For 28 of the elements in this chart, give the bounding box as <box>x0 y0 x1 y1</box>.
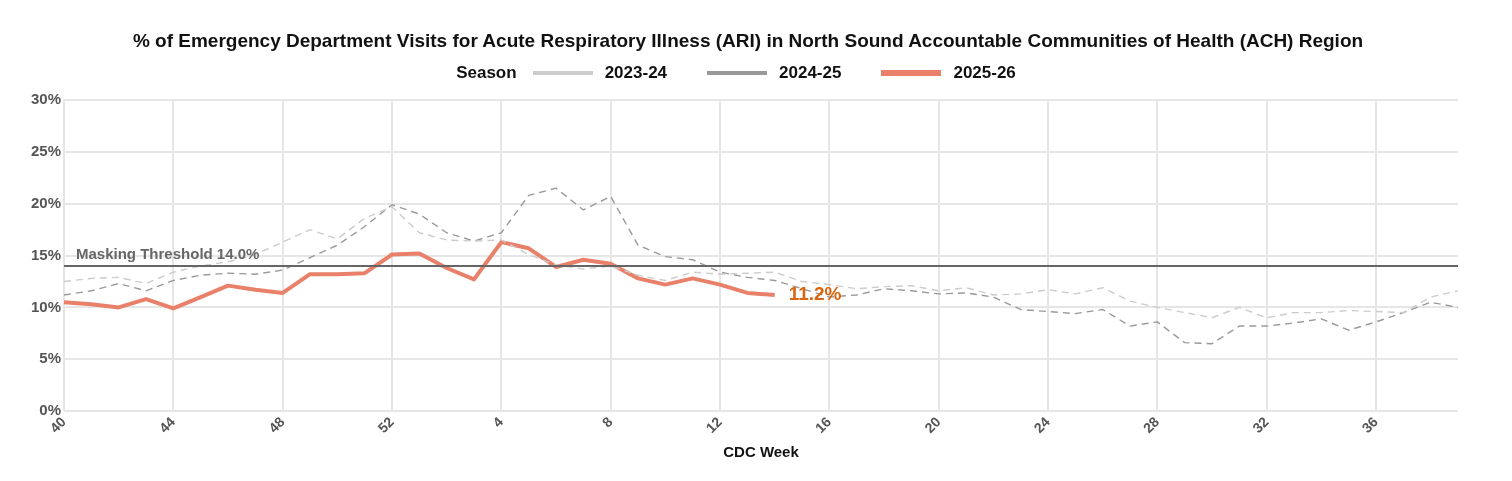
x-tick-label: 36 <box>1358 413 1381 436</box>
chart-title: % of Emergency Department Visits for Acute Respiratory Illness (ARI) in North Sound Accountable Communities of Health (ACH) Region <box>131 29 1365 53</box>
legend-label: 2024-25 <box>779 63 842 83</box>
x-tick-label: 44 <box>155 413 179 436</box>
legend-label: 2023-24 <box>604 63 668 83</box>
x-tick-label: 4 <box>489 413 507 431</box>
legend-title: Season <box>456 63 517 83</box>
x-tick-label: 16 <box>811 413 835 436</box>
x-tick-label: 52 <box>374 413 398 436</box>
y-tick-label: 15% <box>30 245 62 263</box>
line-series <box>63 206 1459 319</box>
y-tick-label: 25% <box>30 141 62 159</box>
x-tick-label: 28 <box>1139 413 1163 436</box>
x-tick-label: 20 <box>921 413 944 436</box>
line-series <box>63 187 1459 345</box>
x-tick-label: 48 <box>265 413 288 436</box>
y-tick-label: 30% <box>30 90 62 108</box>
y-tick-label: 20% <box>30 193 62 211</box>
x-tick-label: 12 <box>702 413 726 436</box>
x-tick-label: 32 <box>1249 413 1272 436</box>
x-axis-title: CDC Week <box>723 443 800 461</box>
x-tick-label: 8 <box>598 413 616 431</box>
y-tick-label: 5% <box>39 349 62 367</box>
legend-label: 2025-26 <box>953 63 1016 83</box>
x-tick-label: 24 <box>1030 413 1053 436</box>
y-tick-label: 10% <box>30 297 62 315</box>
annotation: 11.2% <box>788 283 842 305</box>
ref-line-label: Masking Threshold 14.0% <box>76 244 260 262</box>
